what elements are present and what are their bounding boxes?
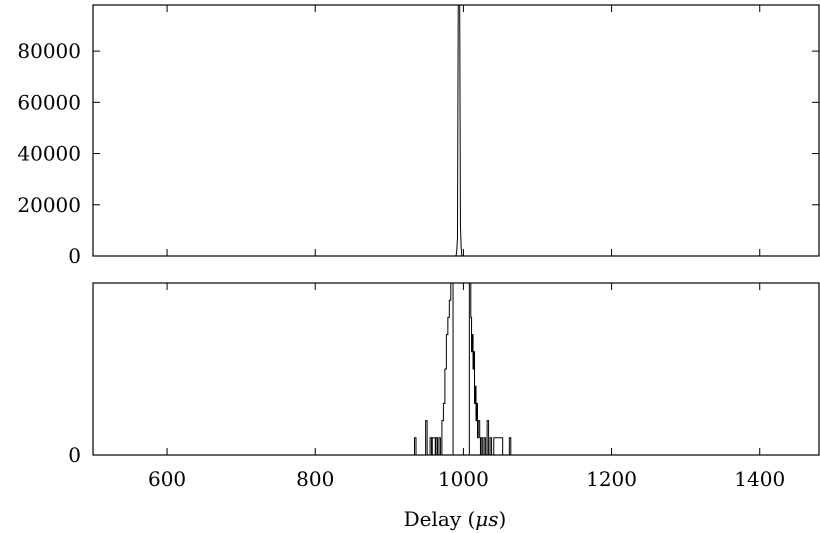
- top-y-tick-label: 40000: [17, 142, 81, 166]
- top-plot-frame: [92, 4, 820, 257]
- x-tick-label: 1200: [586, 467, 637, 491]
- x-tick-label: 1400: [734, 467, 785, 491]
- bottom-panel: 600 800 1000 1200 1400 0: [68, 282, 820, 491]
- x-tick-label: 1000: [438, 467, 489, 491]
- bottom-series-line: [93, 282, 819, 456]
- x-tick-label: 600: [148, 467, 186, 491]
- top-y-tick-label: 20000: [17, 193, 81, 217]
- top-y-tick-label: 0: [68, 244, 81, 268]
- bottom-y-tick-label: 0: [68, 443, 81, 467]
- top-y-tick-label: 80000: [17, 39, 81, 63]
- top-series-line: [93, 4, 819, 257]
- x-tick-label: 800: [296, 467, 334, 491]
- x-axis-label: Delay (μs): [404, 507, 507, 531]
- bottom-plot-frame: [92, 282, 820, 456]
- top-y-tick-label: 60000: [17, 90, 81, 114]
- top-panel: 0 20000 40000 60000 80000: [17, 4, 820, 268]
